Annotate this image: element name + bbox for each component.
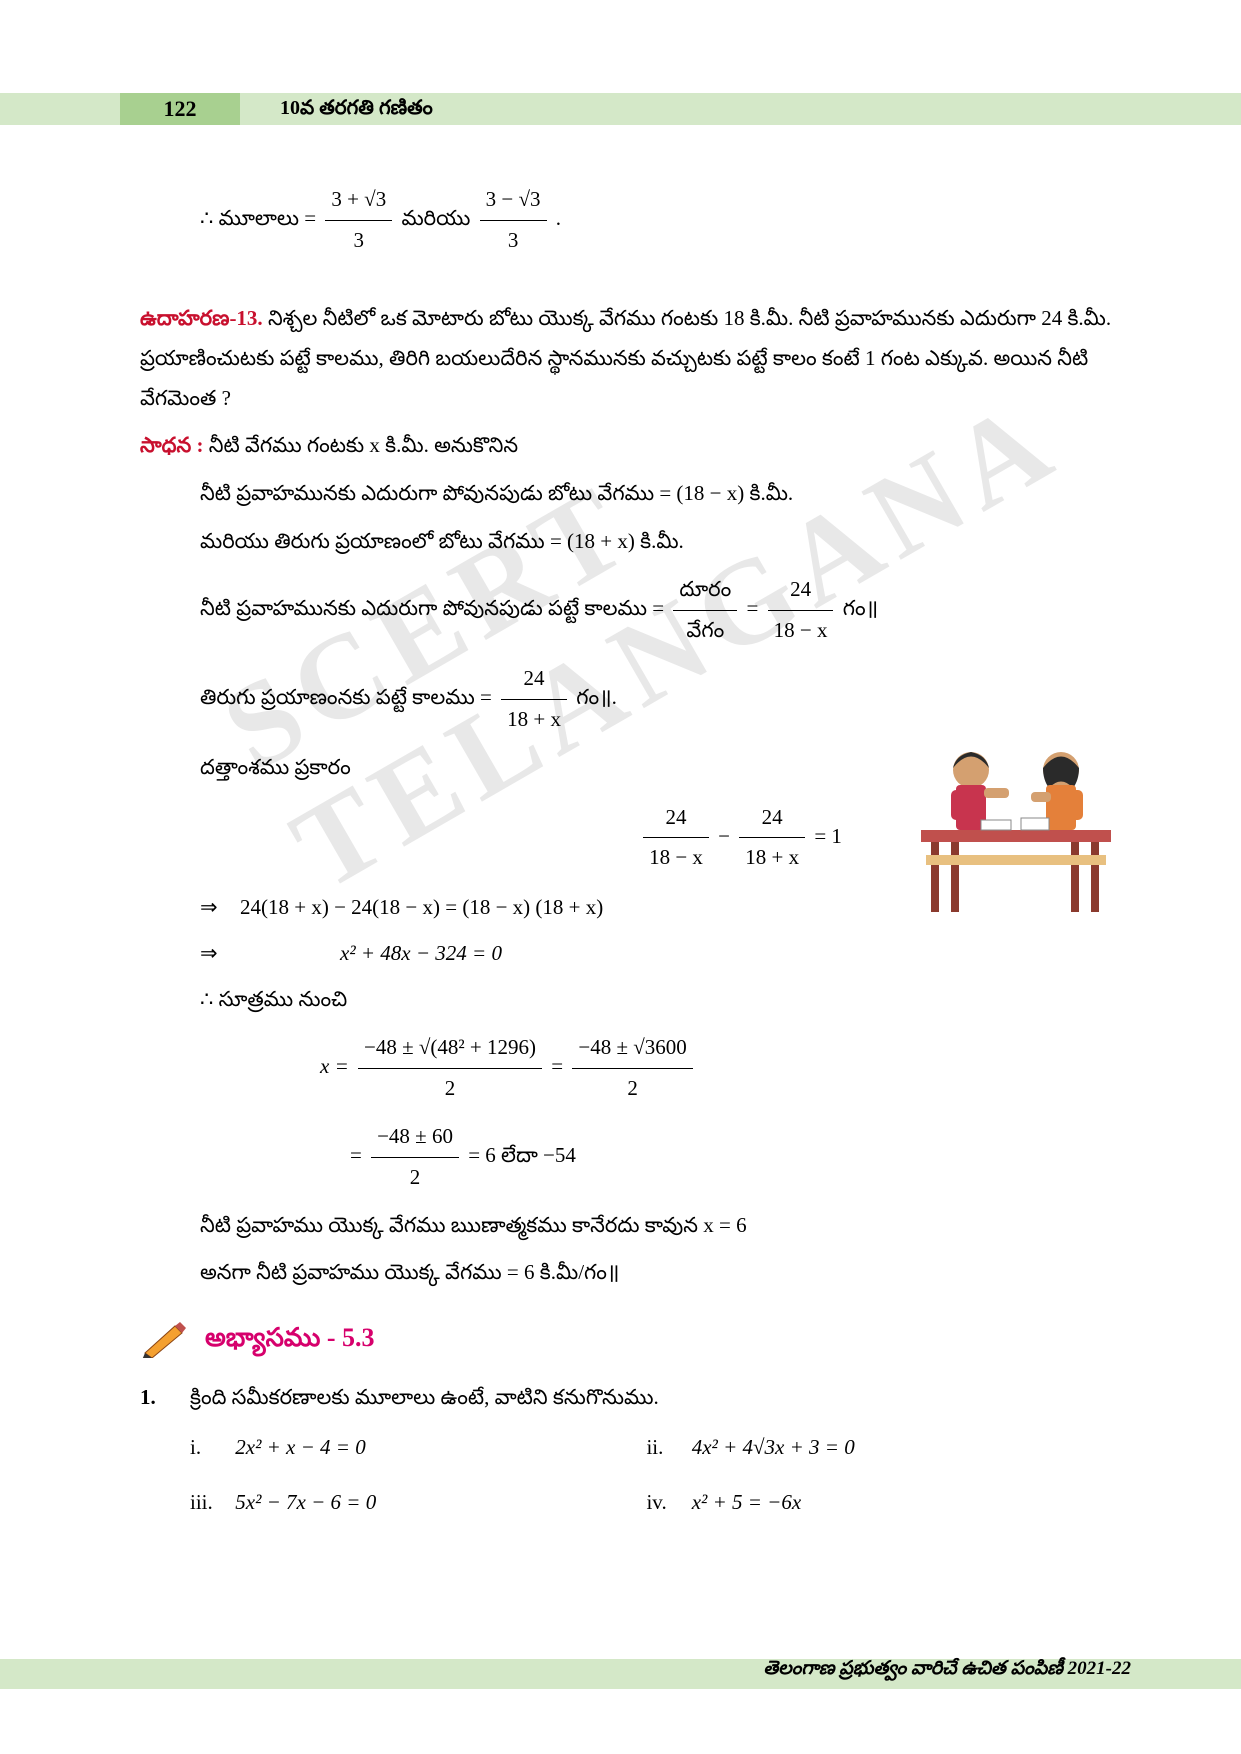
eq5-mid: =	[551, 1054, 568, 1078]
eq6-frac: −48 ± 60 2	[371, 1117, 459, 1198]
frac-num: 24	[768, 570, 834, 611]
sub-eq: 5x² − 7x − 6 = 0	[235, 1490, 376, 1514]
exercise-title: అభ్యాసము - 5.3	[205, 1313, 375, 1362]
sub-eq: 4x² + 4√3x + 3 = 0	[692, 1435, 855, 1459]
l4-prefix: నీటి ప్రవాహమునకు ఎదురుగా పోవునపుడు పట్టే…	[200, 596, 669, 620]
eq3-text: x² + 48x − 324 = 0	[240, 934, 502, 974]
solution-label: సాధన :	[140, 433, 203, 457]
frac-den: 3	[325, 221, 392, 261]
roots-prefix: ∴ మూలాలు =	[200, 206, 321, 230]
l4-suffix: గం॥	[843, 596, 878, 620]
page-number: 122	[120, 93, 240, 125]
exercise-list: 1. క్రింది సమీకరణాలకు మూలాలు ఉంటే, వాటిన…	[140, 1378, 1141, 1538]
sub-item-iv: iv. x² + 5 = −6x	[646, 1483, 1102, 1523]
eq5-lhs: x =	[320, 1054, 354, 1078]
l5-frac: 24 18 + x	[501, 659, 567, 740]
sub-eq: x² + 5 = −6x	[692, 1490, 801, 1514]
sub-item-ii: ii. 4x² + 4√3x + 3 = 0	[646, 1428, 1102, 1468]
sub-label: iii.	[190, 1483, 230, 1523]
equation-4: ∴ సూత్రము నుంచి	[140, 980, 1141, 1020]
solution-line4: నీటి ప్రవాహమునకు ఎదురుగా పోవునపుడు పట్టే…	[140, 570, 1141, 651]
pencil-icon	[140, 1318, 190, 1358]
frac-num: −48 ± 60	[371, 1117, 459, 1158]
frac-num: దూరం	[673, 570, 737, 611]
arrow-icon: ⇒	[200, 934, 240, 974]
roots-line: ∴ మూలాలు = 3 + √3 3 మరియు 3 − √3 3 .	[140, 180, 1141, 261]
eq1-minus: −	[718, 824, 735, 848]
frac-den: 2	[572, 1069, 692, 1109]
eq1-frac1: 24 18 − x	[643, 798, 709, 879]
frac-num: 24	[501, 659, 567, 700]
eq6-rhs: = 6 లేదా −54	[468, 1143, 576, 1167]
frac-num: −48 ± √3600	[572, 1028, 692, 1069]
equation-2: ⇒ 24(18 + x) − 24(18 − x) = (18 − x) (18…	[140, 888, 1141, 928]
equation-6: = −48 ± 60 2 = 6 లేదా −54	[140, 1117, 1141, 1198]
exercise-header: అభ్యాసము - 5.3	[140, 1313, 1141, 1362]
solution-line7: నీటి ప్రవాహము యొక్క వేగము ఋణాత్మకము కానే…	[140, 1206, 1141, 1246]
solution-line3: మరియు తిరుగు ప్రయాణంలో బోటు వేగము = (18 …	[140, 522, 1141, 562]
solution-text: నీటి వేగము గంటకు x కి.మీ. అనుకొనిన	[209, 433, 518, 457]
frac-den: 18 + x	[501, 700, 567, 740]
l4-frac1: దూరం వేగం	[673, 570, 737, 651]
sub-eq: 2x² + x − 4 = 0	[235, 1435, 365, 1459]
roots-frac2: 3 − √3 3	[480, 180, 547, 261]
q1-num: 1.	[140, 1378, 190, 1418]
frac-num: 3 − √3	[480, 180, 547, 221]
q1-text: క్రింది సమీకరణాలకు మూలాలు ఉంటే, వాటిని క…	[190, 1378, 1141, 1418]
frac-den: 2	[371, 1158, 459, 1198]
sub-item-iii: iii. 5x² − 7x − 6 = 0	[190, 1483, 646, 1523]
solution-line8: అనగా నీటి ప్రవాహము యొక్క వేగము = 6 కి.మీ…	[140, 1253, 1141, 1293]
example-label: ఉదాహరణ-13.	[140, 306, 263, 330]
arrow-icon: ⇒	[200, 888, 240, 928]
example-text: నిశ్చల నీటిలో ఒక మోటారు బోటు యొక్క వేగము…	[140, 306, 1111, 410]
l4-frac2: 24 18 − x	[768, 570, 834, 651]
l5-prefix: తిరుగు ప్రయాణంనకు పట్టే కాలము =	[200, 685, 497, 709]
solution-line2: నీటి ప్రవాహమునకు ఎదురుగా పోవునపుడు బోటు …	[140, 474, 1141, 514]
frac-num: 3 + √3	[325, 180, 392, 221]
eq2-text: 24(18 + x) − 24(18 − x) = (18 − x) (18 +…	[240, 888, 603, 928]
frac-num: 24	[643, 798, 709, 839]
sub-items: i. 2x² + x − 4 = 0 ii. 4x² + 4√3x + 3 = …	[140, 1428, 1141, 1538]
sub-label: ii.	[646, 1428, 686, 1468]
l5-suffix: గం॥.	[576, 685, 617, 709]
roots-frac1: 3 + √3 3	[325, 180, 392, 261]
roots-mid: మరియు	[401, 206, 475, 230]
eq1-frac2: 24 18 + x	[739, 798, 805, 879]
equation-1: 24 18 − x − 24 18 + x = 1	[140, 798, 1141, 879]
sub-item-i: i. 2x² + x − 4 = 0	[190, 1428, 646, 1468]
frac-den: వేగం	[673, 611, 737, 651]
exercise-q1: 1. క్రింది సమీకరణాలకు మూలాలు ఉంటే, వాటిన…	[140, 1378, 1141, 1418]
header-title: 10వ తరగతి గణితం	[280, 97, 433, 124]
sub-label: iv.	[646, 1483, 686, 1523]
frac-num: 24	[739, 798, 805, 839]
solution-line5: తిరుగు ప్రయాణంనకు పట్టే కాలము = 24 18 + …	[140, 659, 1141, 740]
equation-5: x = −48 ± √(48² + 1296) 2 = −48 ± √3600 …	[140, 1028, 1141, 1109]
equation-3: ⇒ x² + 48x − 324 = 0	[140, 934, 1141, 974]
l4-mid: =	[747, 596, 764, 620]
sub-label: i.	[190, 1428, 230, 1468]
solution-line6: దత్తాంశము ప్రకారం	[140, 748, 1141, 788]
example-block: ఉదాహరణ-13. నిశ్చల నీటిలో ఒక మోటారు బోటు …	[140, 299, 1141, 419]
frac-den: 3	[480, 221, 547, 261]
eq5-frac2: −48 ± √3600 2	[572, 1028, 692, 1109]
frac-den: 18 − x	[643, 838, 709, 878]
frac-num: −48 ± √(48² + 1296)	[358, 1028, 542, 1069]
frac-den: 18 − x	[768, 611, 834, 651]
footer-text: తెలంగాణ ప్రభుత్వం వారిచే ఉచిత పంపిణీ 202…	[763, 1658, 1131, 1684]
eq1-rhs: = 1	[814, 824, 842, 848]
roots-suffix: .	[556, 206, 561, 230]
page-content: ∴ మూలాలు = 3 + √3 3 మరియు 3 − √3 3 . ఉదా…	[140, 180, 1141, 1537]
frac-den: 18 + x	[739, 838, 805, 878]
eq6-lhs: =	[350, 1143, 367, 1167]
eq5-frac1: −48 ± √(48² + 1296) 2	[358, 1028, 542, 1109]
solution-line1: సాధన : నీటి వేగము గంటకు x కి.మీ. అనుకొని…	[140, 426, 1141, 466]
frac-den: 2	[358, 1069, 542, 1109]
